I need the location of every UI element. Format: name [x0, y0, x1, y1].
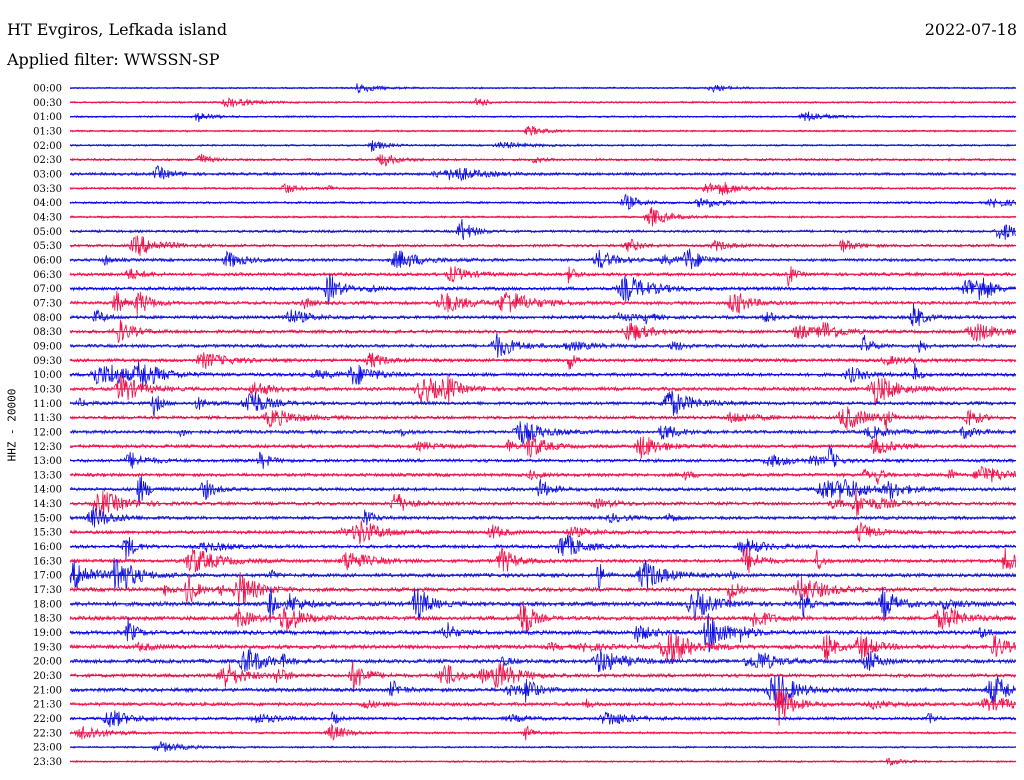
- row-label: 20:30: [33, 671, 62, 682]
- date-label: 2022-07-18: [924, 20, 1017, 39]
- row-label: 02:00: [33, 141, 62, 152]
- row-label: 14:00: [33, 485, 62, 496]
- row-label: 21:30: [33, 700, 62, 711]
- row-label: 17:00: [33, 571, 62, 582]
- row-label: 08:30: [33, 327, 62, 338]
- row-label: 16:00: [33, 542, 62, 553]
- row-label: 14:30: [33, 499, 62, 510]
- row-label: 03:30: [33, 184, 62, 195]
- row-label: 18:00: [33, 599, 62, 610]
- trace-row: [69, 360, 1016, 388]
- row-label: 15:00: [33, 513, 62, 524]
- row-label: 08:00: [33, 313, 62, 324]
- row-label: 18:30: [33, 614, 62, 625]
- trace-row: [69, 675, 1016, 712]
- trace-row: [69, 218, 1017, 240]
- trace-row: [69, 436, 1017, 459]
- row-label: 04:00: [33, 198, 62, 209]
- trace-row: [69, 266, 1017, 287]
- trace-row: [69, 303, 1017, 327]
- row-label: 02:30: [33, 155, 62, 166]
- trace-row: [69, 332, 1017, 358]
- trace-row: [69, 274, 1016, 305]
- trace-row: [69, 193, 1017, 211]
- trace-row: [69, 476, 1016, 505]
- row-label: 15:30: [33, 528, 62, 539]
- trace-row: [69, 546, 1017, 574]
- trace-row: [69, 445, 1017, 470]
- row-label: 09:30: [33, 356, 62, 367]
- row-label: 12:30: [33, 442, 62, 453]
- row-label: 03:00: [33, 169, 62, 180]
- row-label: 13:00: [33, 456, 62, 467]
- row-label: 00:30: [33, 98, 62, 109]
- trace-row: [69, 601, 1017, 634]
- trace-row: [69, 374, 1017, 407]
- row-label: 22:00: [33, 714, 62, 725]
- row-label: 19:30: [33, 642, 62, 653]
- trace-row: [69, 648, 1017, 673]
- row-label: 22:30: [33, 728, 62, 739]
- trace-row: [69, 489, 1017, 517]
- trace-row: [69, 165, 1016, 182]
- row-label: 21:00: [33, 685, 62, 696]
- row-label: 04:30: [33, 212, 62, 223]
- row-label: 07:00: [33, 284, 62, 295]
- row-label: 06:00: [33, 255, 62, 266]
- row-label: 07:30: [33, 298, 62, 309]
- row-label: 12:00: [33, 427, 62, 438]
- row-label: 13:30: [33, 470, 62, 481]
- row-label: 20:00: [33, 657, 62, 668]
- row-label: 10:30: [33, 384, 62, 395]
- trace-row: [69, 421, 1017, 445]
- row-label: 23:30: [33, 757, 62, 768]
- row-label: 01:00: [33, 112, 62, 123]
- row-label: 01:30: [33, 126, 62, 137]
- filter-label: Applied filter: WWSSN-SP: [7, 50, 220, 69]
- row-label: 09:00: [33, 341, 62, 352]
- station-title: HT Evgiros, Lefkada island: [7, 20, 228, 39]
- row-label: 17:30: [33, 585, 62, 596]
- trace-row: [69, 466, 1017, 485]
- trace-row: [69, 507, 1016, 528]
- row-label: 23:00: [33, 743, 62, 754]
- row-label: 11:00: [33, 399, 62, 410]
- row-label: 05:30: [33, 241, 62, 252]
- row-label: 16:30: [33, 556, 62, 567]
- trace-row: [69, 352, 1017, 370]
- row-label: 00:00: [33, 84, 62, 95]
- trace-row: [69, 248, 1017, 270]
- row-label: 06:30: [33, 270, 62, 281]
- row-label: 19:00: [33, 628, 62, 639]
- trace-row: [69, 406, 1017, 432]
- row-label: 10:00: [33, 370, 62, 381]
- trace-row: [69, 520, 1016, 545]
- trace-row: [69, 140, 1016, 152]
- row-label: 11:30: [33, 413, 62, 424]
- row-label: 05:00: [33, 227, 62, 238]
